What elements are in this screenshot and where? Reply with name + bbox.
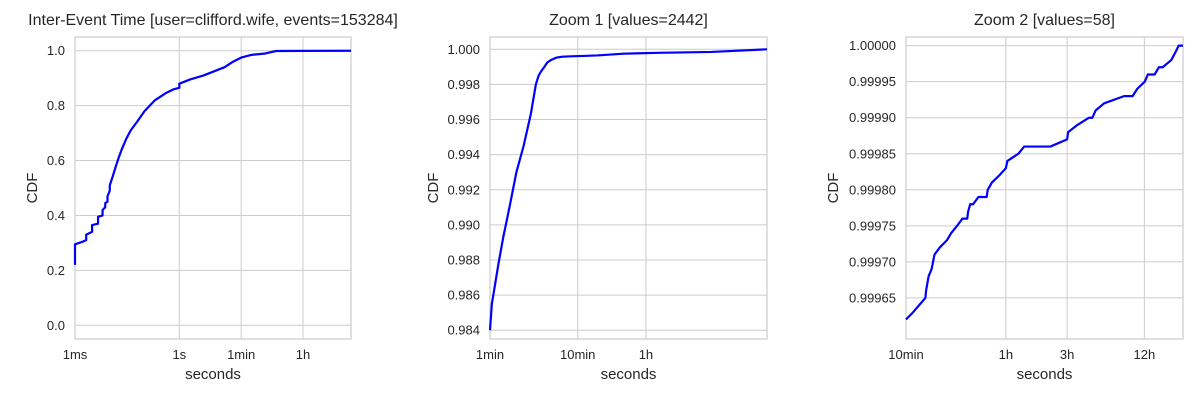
y-axis-label: CDF	[825, 173, 842, 204]
cdf-series-line	[488, 48, 768, 331]
y-tick-label: 0.6	[47, 153, 65, 168]
chart-panel-1: 0.0 0.2 0.4 0.6 0.8 1.0 1ms 1s 1min 1h Inter-Event…	[24, 12, 398, 383]
x-axis-label: seconds	[1017, 366, 1073, 383]
y-tick-label: 0.99985	[849, 146, 896, 161]
y-tick-label: 0.4	[47, 208, 65, 223]
x-tick-label: 3h	[1060, 347, 1074, 362]
y-tick-label: 0.984	[447, 323, 480, 338]
y-tick-label: 0.988	[447, 252, 480, 267]
x-axis-label: seconds	[185, 366, 241, 383]
x-tick-label: 1s	[172, 347, 186, 362]
y-tick-label: 0.8	[47, 98, 65, 113]
y-tick-label: 0.99980	[849, 182, 896, 197]
y-tick-label: 0.990	[447, 217, 480, 232]
y-tick-label: 0.0	[47, 318, 65, 333]
y-tick-label: 0.99995	[849, 74, 896, 89]
x-tick-label: 1h	[999, 347, 1013, 362]
cdf-series-line	[905, 44, 1183, 321]
y-tick-label: 1.0	[47, 43, 65, 58]
chart-panel-2: 0.984 0.986 0.988 0.990 0.992 0.994 0.996 0.998…	[425, 12, 768, 383]
y-tick-label: 0.986	[447, 288, 480, 303]
x-tick-label: 1h	[296, 347, 310, 362]
y-tick-label: 0.998	[447, 77, 480, 92]
x-tick-label: 1min	[476, 347, 504, 362]
x-tick-label: 10min	[888, 347, 923, 362]
y-tick-label: 0.99990	[849, 110, 896, 125]
plot-frame	[489, 36, 768, 340]
y-tick-label: 0.994	[447, 147, 480, 162]
plot-frame	[905, 36, 1184, 340]
y-tick-label: 0.996	[447, 112, 480, 127]
chart-title: Inter-Event Time [user=clifford.wife, ev…	[28, 12, 398, 29]
x-tick-label: 10min	[560, 347, 595, 362]
chart-panel-3: 0.99965 0.99970 0.99975 0.99980 0.99985 0.999…	[825, 12, 1184, 383]
chart-title: Zoom 1 [values=2442]	[549, 12, 708, 29]
x-tick-label: 1min	[227, 347, 255, 362]
y-tick-label: 0.99965	[849, 290, 896, 305]
plot-frame	[74, 36, 352, 340]
y-tick-label: 1.00000	[849, 38, 896, 53]
y-tick-label: 0.99970	[849, 254, 896, 269]
chart-title: Zoom 2 [values=58]	[974, 12, 1115, 29]
x-tick-label: 1ms	[63, 347, 88, 362]
y-tick-label: 0.99975	[849, 218, 896, 233]
y-tick-label: 1.000	[447, 42, 480, 57]
y-tick-label: 0.992	[447, 182, 480, 197]
cdf-series-line	[73, 49, 352, 265]
x-tick-label: 1h	[639, 347, 653, 362]
y-tick-label: 0.2	[47, 263, 65, 278]
x-axis-label: seconds	[601, 366, 657, 383]
y-axis-label: CDF	[24, 173, 41, 204]
x-tick-label: 12h	[1134, 347, 1156, 362]
y-axis-label: CDF	[425, 173, 442, 204]
